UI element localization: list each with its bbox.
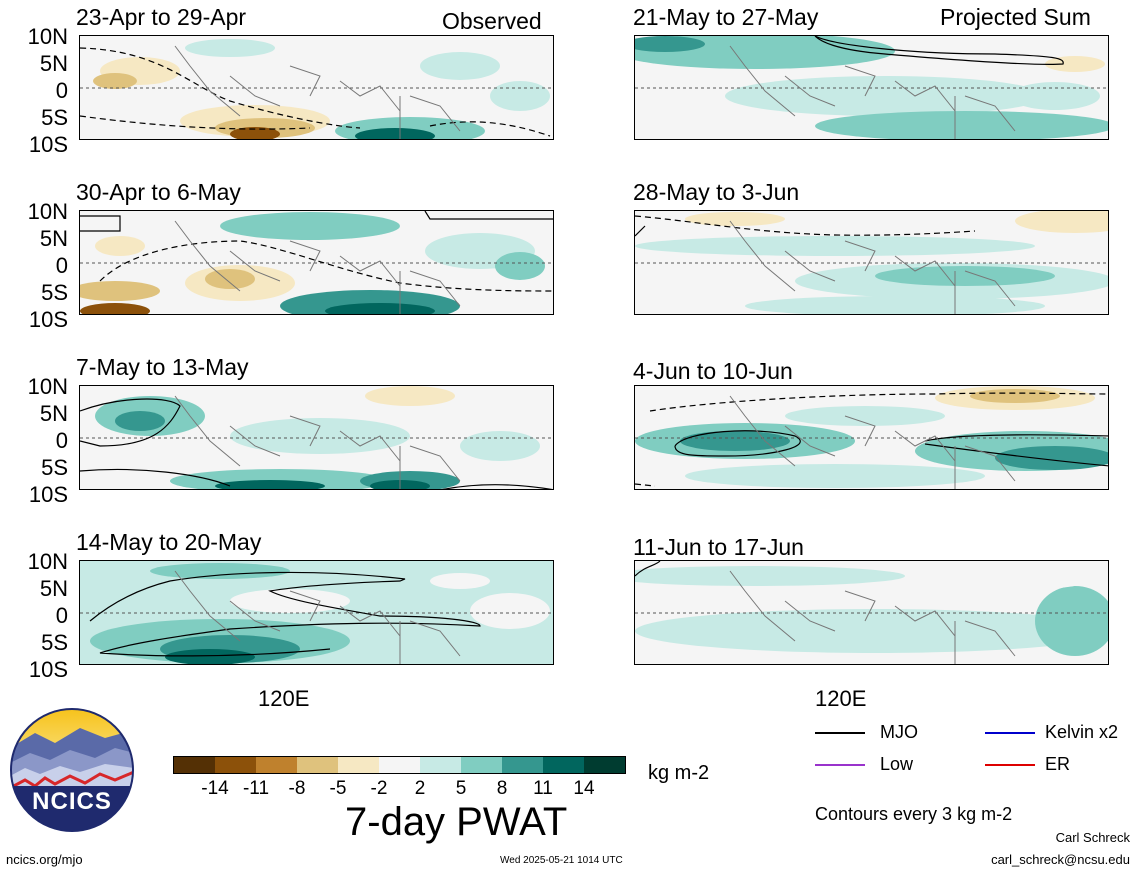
lat-label: 5S <box>41 105 68 130</box>
lat-label: 0 <box>55 78 68 103</box>
lat-label: 0 <box>55 603 68 628</box>
panel-title: 21-May to 27-May <box>633 4 819 30</box>
lat-label: 10S <box>28 657 68 682</box>
lat-label: 5N <box>39 226 68 251</box>
panel-title: 28-May to 3-Jun <box>633 179 800 205</box>
map-panel-obs-1 <box>79 35 554 140</box>
lat-label: 0 <box>55 428 68 453</box>
legend-line-er <box>985 764 1035 766</box>
lat-label: 5N <box>39 401 68 426</box>
colorbar-tick-label: 14 <box>573 778 595 799</box>
footer-timestamp: Wed 2025-05-21 1014 UTC <box>500 855 623 866</box>
colorbar-swatch <box>174 757 215 773</box>
lon-label-right: 120E <box>815 686 867 711</box>
colorbar-tick-label: 11 <box>533 778 553 799</box>
colorbar-units: kg m-2 <box>648 762 710 784</box>
colorbar-swatch <box>420 757 461 773</box>
colorbar-tick-label: 8 <box>496 778 508 799</box>
colorbar-swatch <box>461 757 502 773</box>
colorbar-tick-label: -5 <box>329 778 347 799</box>
panel-title: 4-Jun to 10-Jun <box>633 358 793 384</box>
lat-axis: 10N 5N 0 5S 10S <box>2 26 68 156</box>
colorbar-swatch <box>256 757 297 773</box>
colorbar <box>173 756 626 774</box>
colorbar-swatch <box>543 757 584 773</box>
map-panel-obs-3 <box>79 385 554 490</box>
colorbar-swatch <box>502 757 543 773</box>
panel-title: 7-May to 13-May <box>76 354 249 380</box>
lat-label: 10S <box>28 307 68 332</box>
map-panel-proj-2 <box>634 210 1109 315</box>
lat-label: 5S <box>41 455 68 480</box>
observed-label: Observed <box>442 8 542 34</box>
projected-sum-label: Projected Sum <box>940 4 1091 30</box>
lat-label: 5S <box>41 630 68 655</box>
lat-label: 5N <box>39 51 68 76</box>
map-panel-proj-1 <box>634 35 1109 140</box>
panel-title: 23-Apr to 29-Apr <box>76 4 247 30</box>
lon-label-left: 120E <box>258 686 310 711</box>
contour-note: Contours every 3 kg m-2 <box>815 804 1013 824</box>
lat-label: 5S <box>41 280 68 305</box>
footer-email[interactable]: carl_schreck@ncsu.edu <box>991 852 1130 867</box>
panel-title: 11-Jun to 17-Jun <box>633 534 804 560</box>
colorbar-tick-label: -8 <box>288 778 306 799</box>
lat-label: 10N <box>27 549 68 574</box>
lat-axis: 10N 5N 0 5S 10S <box>2 376 68 506</box>
legend-line-kelvin <box>985 732 1035 734</box>
lat-label: 10S <box>28 132 68 157</box>
legend-line-mjo <box>815 732 865 734</box>
footer-author: Carl Schreck <box>1055 830 1130 845</box>
colorbar-title: 7-day PWAT <box>345 800 568 844</box>
panel-title: 30-Apr to 6-May <box>76 179 241 205</box>
footer-url[interactable]: ncics.org/mjo <box>6 852 83 867</box>
map-panel-proj-3 <box>634 385 1109 490</box>
lat-label: 10N <box>27 199 68 224</box>
lat-label: 10N <box>27 374 68 399</box>
map-panel-obs-4 <box>79 560 554 665</box>
colorbar-tick-label: -11 <box>242 778 270 799</box>
colorbar-swatch <box>297 757 338 773</box>
panel-title: 14-May to 20-May <box>76 529 262 555</box>
colorbar-tick-label: 5 <box>455 778 467 799</box>
colorbar-tick-label: -14 <box>201 778 229 799</box>
colorbar-swatch <box>379 757 420 773</box>
legend-label-er: ER <box>1045 754 1071 774</box>
map-panel-proj-4 <box>634 560 1109 665</box>
colorbar-swatch <box>338 757 379 773</box>
ncics-logo-text: NCICS <box>32 788 112 815</box>
lat-label: 5N <box>39 576 68 601</box>
legend-label-low: Low <box>880 754 914 774</box>
legend-line-low <box>815 764 865 766</box>
colorbar-tick-label: 2 <box>414 778 426 799</box>
lat-axis: 10N 5N 0 5S 10S <box>2 201 68 331</box>
colorbar-swatch <box>215 757 256 773</box>
lat-label: 10N <box>27 24 68 49</box>
ncics-logo: NCICS <box>10 708 134 832</box>
map-panel-obs-2 <box>79 210 554 315</box>
lat-label: 0 <box>55 253 68 278</box>
lat-axis: 10N 5N 0 5S 10S <box>2 551 68 681</box>
colorbar-tick-label: -2 <box>370 778 388 799</box>
colorbar-swatch <box>584 757 625 773</box>
lat-label: 10S <box>28 482 68 507</box>
legend-label-mjo: MJO <box>880 722 918 742</box>
legend-label-kelvin: Kelvin x2 <box>1045 722 1119 742</box>
